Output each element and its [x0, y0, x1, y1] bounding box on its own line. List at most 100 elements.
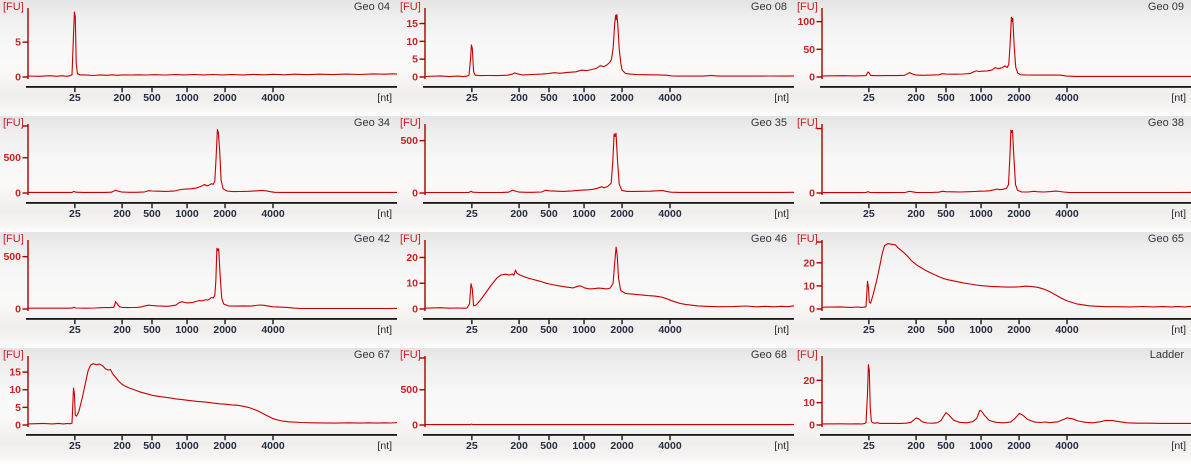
- svg-text:4000: 4000: [1055, 440, 1079, 452]
- svg-text:0: 0: [15, 304, 21, 316]
- svg-text:25: 25: [466, 92, 478, 104]
- svg-text:500: 500: [540, 208, 558, 220]
- svg-text:[nt]: [nt]: [377, 440, 392, 452]
- sample-name-label: Geo 65: [1147, 233, 1184, 245]
- svg-text:500: 500: [937, 208, 955, 220]
- svg-text:1000: 1000: [969, 324, 993, 336]
- electropherogram-panel[interactable]: [FU] Geo 38 25 200 500 1000 2000 4000 [nt] 0: [794, 116, 1191, 232]
- svg-text:200: 200: [510, 440, 528, 452]
- sample-name-label: Geo 67: [353, 349, 390, 361]
- y-axis-unit-label: [FU]: [797, 349, 818, 361]
- svg-text:15: 15: [406, 18, 418, 30]
- svg-text:0: 0: [15, 420, 21, 432]
- y-axis-unit-label: [FU]: [797, 1, 818, 13]
- svg-text:2000: 2000: [1007, 208, 1031, 220]
- electropherogram-panel[interactable]: [FU] Geo 68 25 200 500 1000 2000 4000 [nt] 0 500: [397, 348, 794, 464]
- svg-text:500: 500: [937, 92, 955, 104]
- svg-text:[nt]: [nt]: [377, 208, 392, 220]
- y-axis-unit-label: [FU]: [400, 117, 421, 129]
- svg-text:0: 0: [412, 188, 418, 200]
- sample-name-label: Ladder: [1149, 349, 1184, 361]
- electropherogram-panel[interactable]: [FU] Geo 42 25 200 500 1000 2000 4000 [nt] 0 500: [0, 232, 397, 348]
- svg-text:20: 20: [803, 257, 815, 269]
- electropherogram-panel[interactable]: [FU] Geo 35 25 200 500 1000 2000 4000 [nt] 0 500: [397, 116, 794, 232]
- svg-text:4000: 4000: [658, 440, 682, 452]
- svg-text:[nt]: [nt]: [774, 324, 789, 336]
- y-axis-unit-label: [FU]: [3, 233, 24, 245]
- svg-text:25: 25: [69, 92, 81, 104]
- svg-text:10: 10: [803, 280, 815, 292]
- svg-text:25: 25: [466, 440, 478, 452]
- electropherogram-panel[interactable]: [FU] Geo 34 25 200 500 1000 2000 4000 [nt] 0 500: [0, 116, 397, 232]
- svg-text:0: 0: [15, 188, 21, 200]
- electropherogram-panel[interactable]: [FU] Geo 67 25 200 500 1000 2000 4000 [nt] 0 5 10…: [0, 348, 397, 464]
- svg-text:25: 25: [466, 324, 478, 336]
- svg-text:0: 0: [809, 304, 815, 316]
- svg-text:10: 10: [803, 397, 815, 409]
- svg-text:200: 200: [510, 208, 528, 220]
- electropherogram-panel[interactable]: [FU] Geo 08 25 200 500 1000 2000 4000 [nt] 0 5 10…: [397, 0, 794, 116]
- svg-text:5: 5: [15, 402, 21, 414]
- svg-text:200: 200: [907, 324, 925, 336]
- svg-text:0: 0: [412, 420, 418, 432]
- svg-text:0: 0: [412, 72, 418, 84]
- sample-name-label: Geo 42: [353, 233, 390, 245]
- svg-text:25: 25: [863, 92, 875, 104]
- svg-text:500: 500: [143, 440, 161, 452]
- svg-text:500: 500: [400, 384, 418, 396]
- electropherogram-plot: 25 200 500 1000 2000 4000 [nt] 0 500: [400, 356, 794, 452]
- sample-name-label: Geo 34: [353, 117, 390, 129]
- svg-text:200: 200: [113, 92, 131, 104]
- svg-text:200: 200: [510, 324, 528, 336]
- electropherogram-plot: 25 200 500 1000 2000 4000 [nt] 0 5: [15, 8, 397, 104]
- svg-text:[nt]: [nt]: [774, 440, 789, 452]
- svg-text:2000: 2000: [213, 92, 237, 104]
- electropherogram-panel[interactable]: [FU] Geo 65 25 200 500 1000 2000 4000 [nt] 0 10 2…: [794, 232, 1191, 348]
- svg-text:200: 200: [907, 92, 925, 104]
- electropherogram-plot: 25 200 500 1000 2000 4000 [nt] 0 500: [3, 124, 397, 220]
- svg-text:200: 200: [907, 208, 925, 220]
- y-axis-unit-label: [FU]: [797, 233, 818, 245]
- sample-name-label: Geo 68: [750, 349, 787, 361]
- electropherogram-panel[interactable]: [FU] Geo 09 25 200 500 1000 2000 4000 [nt] 0 50 1…: [794, 0, 1191, 116]
- y-axis-unit-label: [FU]: [3, 349, 24, 361]
- svg-text:4000: 4000: [658, 208, 682, 220]
- svg-text:20: 20: [406, 252, 418, 264]
- svg-text:1000: 1000: [572, 208, 596, 220]
- svg-text:1000: 1000: [969, 208, 993, 220]
- electropherogram-plot: 25 200 500 1000 2000 4000 [nt] 0 500: [3, 240, 397, 336]
- svg-text:500: 500: [540, 92, 558, 104]
- electropherogram-plot: 25 200 500 1000 2000 4000 [nt] 0 5 10 15: [406, 8, 794, 104]
- svg-text:500: 500: [540, 324, 558, 336]
- electropherogram-panel[interactable]: [FU] Geo 46 25 200 500 1000 2000 4000 [nt] 0 10 2…: [397, 232, 794, 348]
- svg-text:1000: 1000: [572, 92, 596, 104]
- svg-text:500: 500: [143, 208, 161, 220]
- svg-text:100: 100: [797, 16, 815, 28]
- svg-text:10: 10: [9, 384, 21, 396]
- svg-text:2000: 2000: [610, 92, 634, 104]
- svg-text:[nt]: [nt]: [1171, 92, 1186, 104]
- svg-text:25: 25: [863, 208, 875, 220]
- svg-text:25: 25: [69, 440, 81, 452]
- svg-text:4000: 4000: [1055, 208, 1079, 220]
- svg-text:5: 5: [15, 37, 21, 49]
- electropherogram-plot: 25 200 500 1000 2000 4000 [nt] 0 5 10 15: [9, 356, 397, 452]
- electropherogram-panel[interactable]: [FU] Ladder 25 200 500 1000 2000 4000 [nt] 0 10 2…: [794, 348, 1191, 464]
- svg-text:2000: 2000: [213, 324, 237, 336]
- electropherogram-plot: 25 200 500 1000 2000 4000 [nt] 0 10 20: [803, 356, 1191, 452]
- svg-text:2000: 2000: [213, 208, 237, 220]
- svg-text:200: 200: [510, 92, 528, 104]
- svg-text:2000: 2000: [1007, 92, 1031, 104]
- svg-text:500: 500: [937, 440, 955, 452]
- svg-text:4000: 4000: [1055, 92, 1079, 104]
- svg-text:1000: 1000: [572, 324, 596, 336]
- svg-text:1000: 1000: [175, 208, 199, 220]
- sample-name-label: Geo 08: [750, 1, 787, 13]
- svg-text:2000: 2000: [610, 440, 634, 452]
- sample-name-label: Geo 09: [1147, 1, 1184, 13]
- electropherogram-plot: 25 200 500 1000 2000 4000 [nt] 0 500: [400, 124, 794, 220]
- electropherogram-panel[interactable]: [FU] Geo 04 25 200 500 1000 2000 4000 [nt] 0 5: [0, 0, 397, 116]
- sample-name-label: Geo 35: [750, 117, 787, 129]
- svg-text:[nt]: [nt]: [1171, 208, 1186, 220]
